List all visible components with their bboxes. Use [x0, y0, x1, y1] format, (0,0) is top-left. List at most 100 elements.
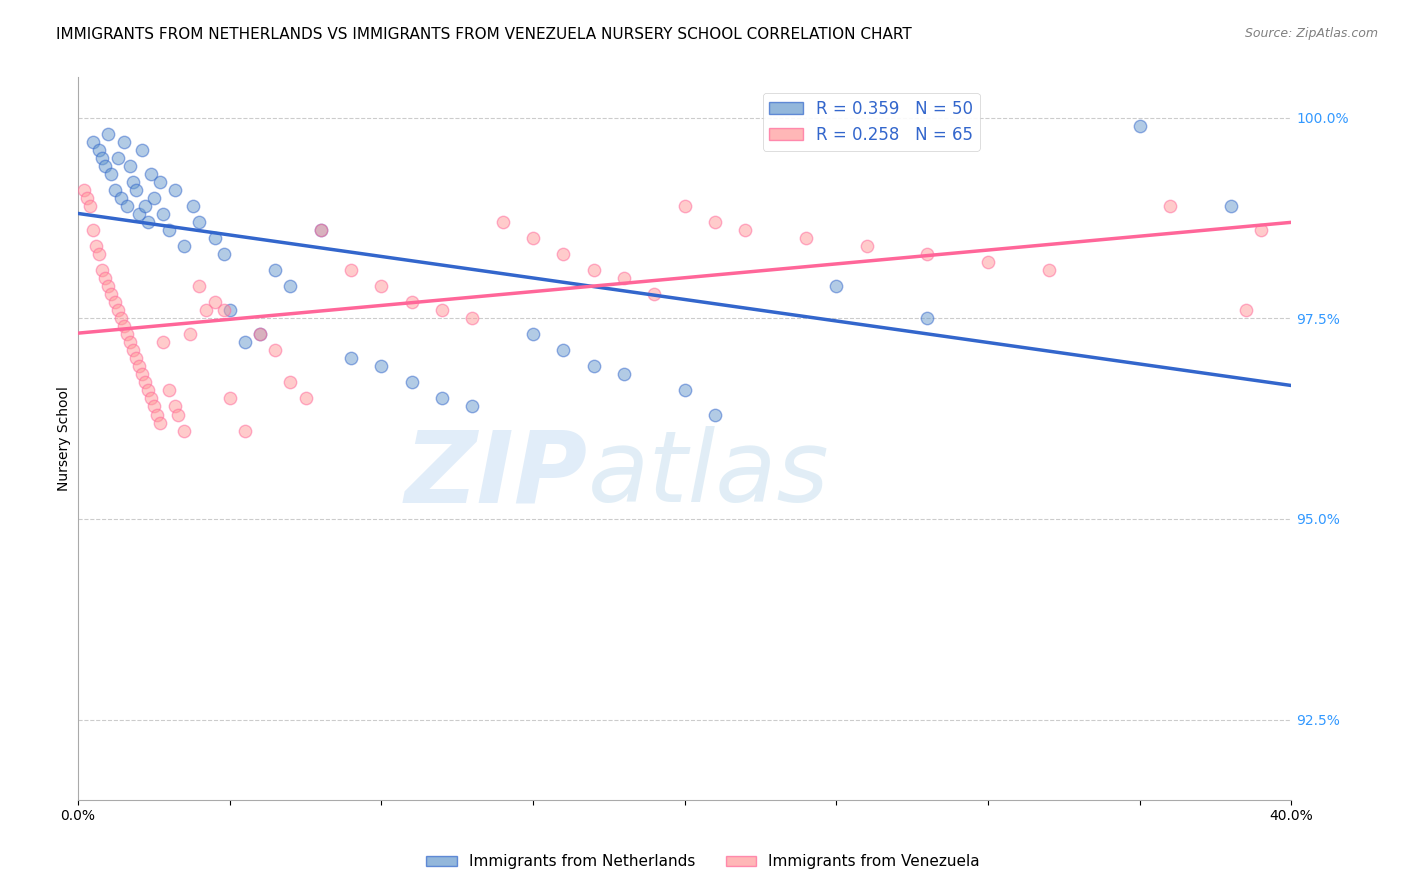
Point: [613, 271, 636, 285]
Point: [112, 135, 135, 149]
Point: [553, 247, 575, 261]
Point: [917, 311, 939, 326]
Point: [125, 351, 148, 366]
Point: [917, 247, 939, 261]
Point: [103, 183, 125, 197]
Point: [121, 343, 143, 358]
Point: [582, 263, 605, 277]
Point: [149, 175, 172, 189]
Point: [188, 279, 211, 293]
Point: [643, 287, 665, 301]
Point: [97, 127, 120, 141]
Point: [103, 295, 125, 310]
Point: [673, 384, 696, 398]
Point: [136, 384, 159, 398]
Point: [142, 400, 165, 414]
Point: [89, 143, 111, 157]
Point: [1234, 303, 1257, 318]
Point: [1129, 119, 1152, 133]
Point: [461, 311, 484, 326]
Point: [131, 368, 153, 382]
Point: [125, 183, 148, 197]
Point: [139, 167, 162, 181]
Point: [430, 392, 453, 406]
Text: ZIP: ZIP: [405, 426, 588, 524]
Point: [73, 183, 96, 197]
Point: [152, 335, 174, 350]
Point: [149, 416, 172, 430]
Point: [100, 287, 122, 301]
Point: [218, 392, 240, 406]
Point: [204, 231, 226, 245]
Point: [401, 295, 423, 310]
Point: [280, 376, 302, 390]
Point: [1159, 199, 1181, 213]
Point: [173, 239, 195, 253]
Point: [136, 215, 159, 229]
Point: [204, 295, 226, 310]
Point: [115, 327, 138, 342]
Point: [233, 424, 256, 438]
Point: [1038, 263, 1060, 277]
Point: [370, 359, 392, 374]
Point: [94, 159, 117, 173]
Point: [110, 311, 132, 326]
Point: [91, 151, 114, 165]
Legend: Immigrants from Netherlands, Immigrants from Venezuela: Immigrants from Netherlands, Immigrants …: [420, 848, 986, 875]
Point: [86, 239, 108, 253]
Point: [794, 231, 817, 245]
Point: [188, 215, 211, 229]
Text: atlas: atlas: [588, 426, 830, 524]
Point: [613, 368, 636, 382]
Point: [194, 303, 217, 318]
Point: [280, 279, 302, 293]
Point: [157, 223, 180, 237]
Point: [212, 303, 235, 318]
Point: [128, 359, 150, 374]
Point: [309, 223, 332, 237]
Point: [183, 199, 205, 213]
Point: [553, 343, 575, 358]
Point: [157, 384, 180, 398]
Point: [825, 279, 848, 293]
Point: [1219, 199, 1241, 213]
Point: [294, 392, 316, 406]
Point: [249, 327, 271, 342]
Point: [139, 392, 162, 406]
Point: [134, 376, 156, 390]
Point: [461, 400, 484, 414]
Point: [82, 223, 104, 237]
Point: [91, 263, 114, 277]
Point: [97, 279, 120, 293]
Point: [152, 207, 174, 221]
Point: [734, 223, 756, 237]
Point: [131, 143, 153, 157]
Legend: R = 0.359   N = 50, R = 0.258   N = 65: R = 0.359 N = 50, R = 0.258 N = 65: [762, 93, 980, 151]
Point: [165, 183, 187, 197]
Text: Source: ZipAtlas.com: Source: ZipAtlas.com: [1244, 27, 1378, 40]
Point: [430, 303, 453, 318]
Point: [179, 327, 201, 342]
Point: [582, 359, 605, 374]
Point: [142, 191, 165, 205]
Point: [522, 327, 544, 342]
Point: [977, 255, 1000, 269]
Point: [264, 343, 287, 358]
Point: [118, 335, 141, 350]
Point: [522, 231, 544, 245]
Y-axis label: Nursery School: Nursery School: [58, 386, 72, 491]
Point: [673, 199, 696, 213]
Point: [89, 247, 111, 261]
Point: [128, 207, 150, 221]
Point: [134, 199, 156, 213]
Point: [112, 319, 135, 334]
Point: [370, 279, 392, 293]
Point: [401, 376, 423, 390]
Point: [79, 199, 101, 213]
Point: [704, 408, 727, 422]
Point: [76, 191, 98, 205]
Point: [855, 239, 877, 253]
Point: [309, 223, 332, 237]
Point: [264, 263, 287, 277]
Point: [146, 408, 169, 422]
